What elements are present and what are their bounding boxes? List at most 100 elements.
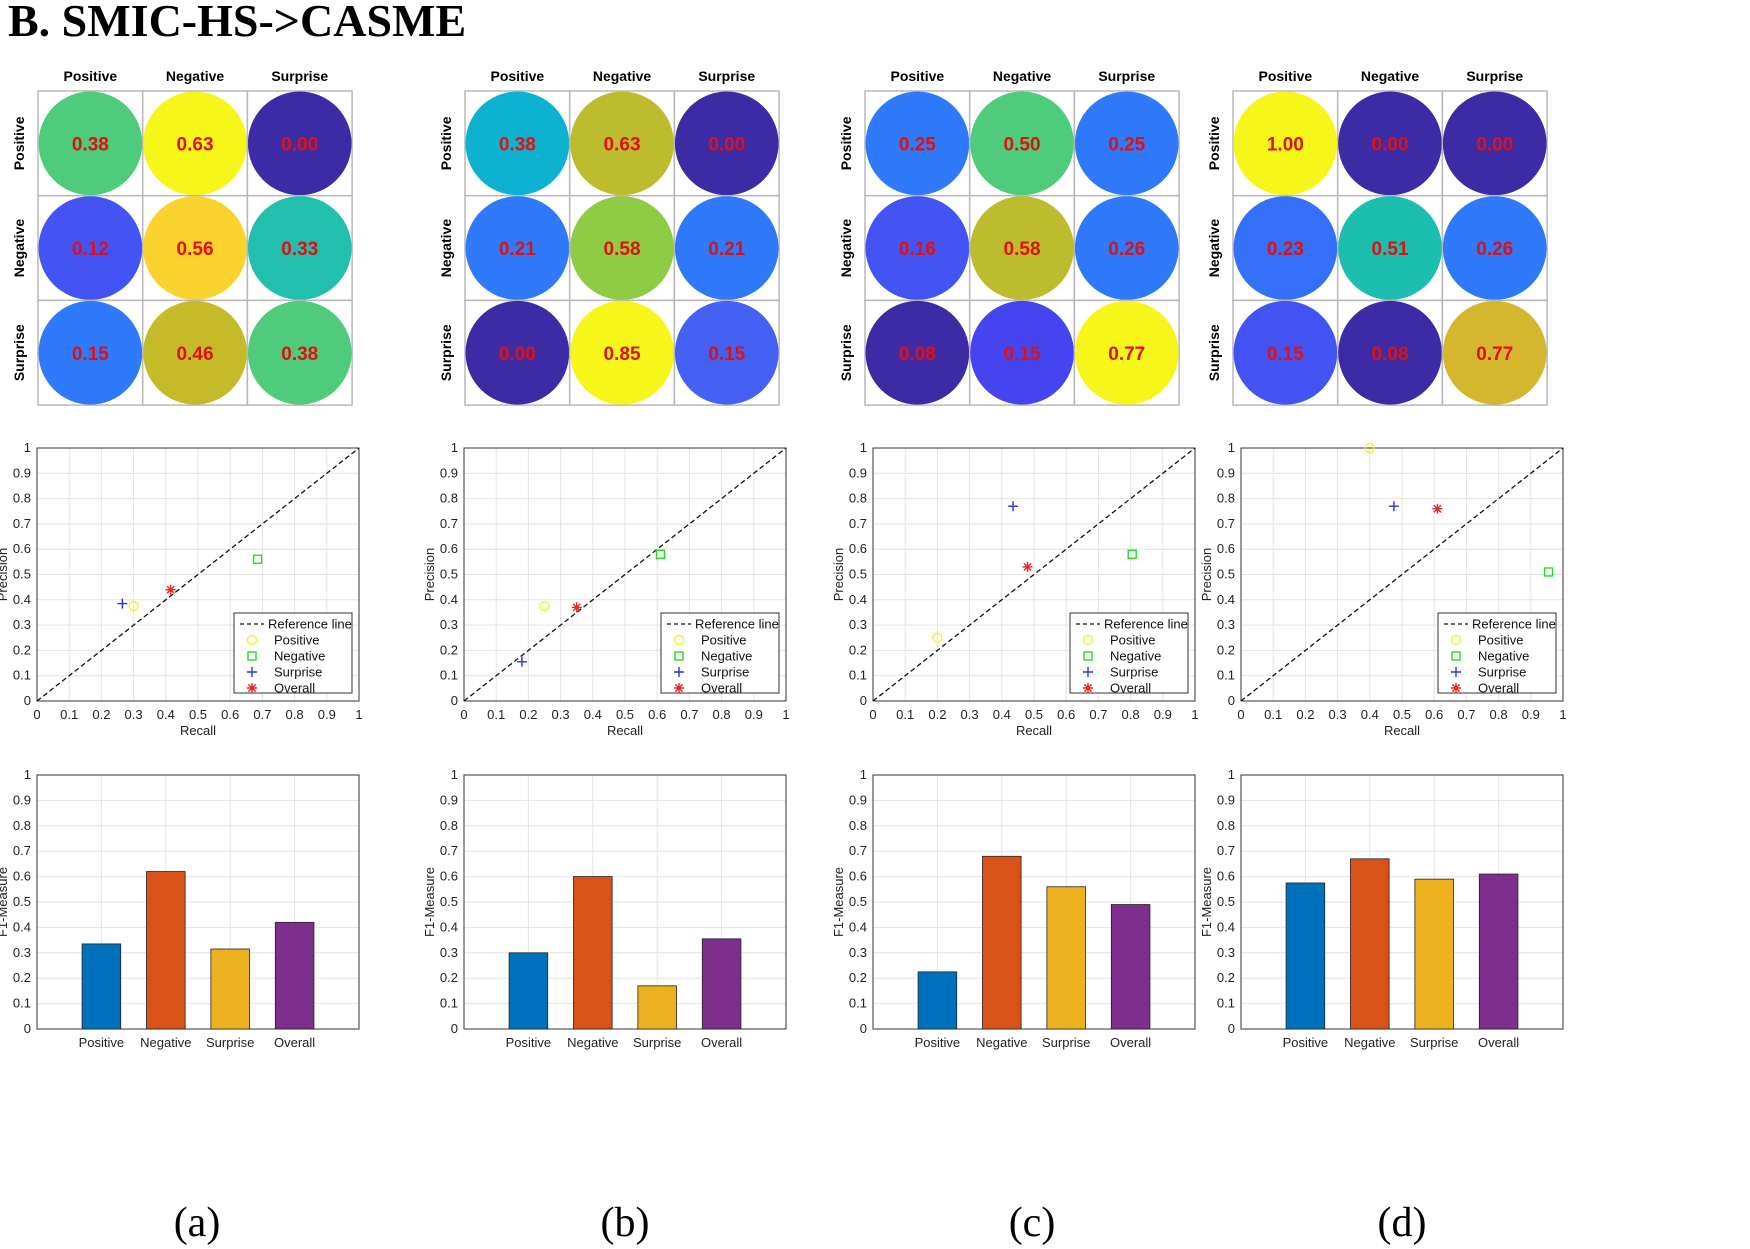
x-tick-label: Positive [79, 1035, 125, 1050]
x-tick-label: 0.4 [993, 707, 1011, 722]
y-tick-label: 0.8 [440, 818, 458, 833]
matrix-cell-circle [570, 300, 674, 405]
legend-label: Negative [1478, 649, 1529, 664]
matrix-cell-circle [1233, 300, 1338, 405]
legend-swatch-positive [1082, 634, 1094, 646]
point-overall [571, 602, 582, 613]
matrix-cell-value: 0.51 [1372, 239, 1409, 260]
point-overall [1432, 503, 1443, 514]
confusion-matrix-3: Positive Negative Surprise Positive Negative… [838, 68, 1180, 406]
y-tick-label: 0.3 [849, 945, 867, 960]
x-tick-label: 1 [1559, 707, 1566, 722]
x-tick-label: Surprise [206, 1035, 254, 1050]
matrix-cell-circle [38, 196, 143, 300]
matrix-cell-circle [1233, 91, 1338, 196]
bar-surprise [1046, 886, 1086, 1030]
y-tick-label: 0 [451, 693, 458, 708]
matrix-cell-value: 0.58 [1004, 239, 1041, 260]
x-tick-label: Overall [1110, 1035, 1151, 1050]
x-tick-label: 0.5 [616, 707, 634, 722]
x-tick-label: Negative [140, 1035, 191, 1050]
x-tick-label: 0.5 [189, 707, 207, 722]
y-tick-label: 0 [24, 693, 31, 708]
legend-swatch-surprise [247, 667, 257, 677]
y-tick-label: 0 [860, 1021, 867, 1036]
y-tick-label: 0.3 [440, 617, 458, 632]
legend-box [1437, 612, 1557, 694]
legend-swatch-negative [1083, 651, 1093, 661]
legend-swatch-negative [674, 651, 684, 661]
matrix-cell-circle [865, 91, 970, 196]
x-tick-label: 0.2 [92, 707, 110, 722]
y-tick-label: 0.9 [440, 792, 458, 807]
matrix-cell-value: 0.08 [899, 344, 936, 365]
matrix-cell-circle [1338, 196, 1442, 300]
x-tick-label: 0.7 [1457, 707, 1475, 722]
plot-frame [36, 447, 360, 702]
matrix-cell-value: 0.33 [281, 239, 318, 260]
legend-label: Overall [701, 681, 742, 696]
bar-surprise [1414, 878, 1454, 1030]
y-axis-label: Precision [422, 548, 437, 601]
matrix-cell-circle [247, 300, 352, 405]
y-tick-label: 0.2 [13, 970, 31, 985]
legend-label: Surprise [1110, 665, 1158, 680]
f1-bar-chart-2: 0 0.1 0.2 0.3 0.4 0.5 0.6 0.7 0.8 0.9 1 Positive Neg… [422, 767, 787, 1050]
x-axis-label: Recall [180, 723, 216, 738]
precision-recall-plot-3: 00 0.1 0.1 0.2 0.2 0.3 0.3 0.4 0.4 0.5 0.5 0.6 0.6 0.… [831, 440, 1199, 738]
precision-recall-plot-1: 00 0.1 0.1 0.2 0.2 0.3 0.3 0.4 0.4 0.5 0.5 0.6 0.6 0.… [0, 440, 363, 738]
x-tick-label: 0.1 [1264, 707, 1282, 722]
y-tick-label: 0 [451, 1021, 458, 1036]
bar-positive [917, 971, 958, 1030]
y-tick-label: 0.5 [1217, 894, 1235, 909]
y-tick-label: 0.3 [13, 945, 31, 960]
x-tick-label: 0.2 [1296, 707, 1314, 722]
x-tick-label: 0.8 [1122, 707, 1140, 722]
x-tick-label: 0.8 [713, 707, 731, 722]
matrix-cell-value: 0.00 [281, 134, 318, 155]
x-tick-label: 0.6 [221, 707, 239, 722]
y-tick-label: 0.1 [13, 996, 31, 1011]
matrix-cell-value: 0.25 [899, 134, 936, 155]
y-tick-label: 0.6 [13, 541, 31, 556]
matrix-cell-value: 0.26 [1108, 239, 1145, 260]
matrix-row-label: Positive [438, 116, 454, 170]
y-tick-label: 0.5 [440, 894, 458, 909]
legend-swatch-overall [1451, 683, 1461, 693]
matrix-cell-value: 0.08 [1372, 344, 1409, 365]
x-tick-label: 0 [33, 707, 40, 722]
matrix-cell-value: 0.56 [177, 239, 214, 260]
plot-frame [463, 774, 787, 1030]
x-tick-label: 0.7 [680, 707, 698, 722]
bar-positive [1285, 882, 1326, 1030]
matrix-cell-circle [1233, 196, 1338, 300]
x-tick-label: Overall [701, 1035, 742, 1050]
y-tick-label: 0.5 [849, 894, 867, 909]
x-tick-label: 1 [1191, 707, 1198, 722]
y-tick-label: 1 [451, 767, 458, 782]
point-negative [252, 554, 263, 565]
y-tick-label: 0.2 [1217, 970, 1235, 985]
matrix-row-label: Negative [1206, 219, 1222, 278]
y-tick-label: 0.6 [1217, 541, 1235, 556]
y-tick-label: 0.2 [849, 642, 867, 657]
matrix-col-label: Surprise [271, 68, 328, 84]
y-tick-label: 1 [860, 767, 867, 782]
y-tick-label: 0.6 [849, 541, 867, 556]
x-tick-label: 0.9 [745, 707, 763, 722]
legend-swatch-positive [673, 634, 685, 646]
point-overall [165, 584, 176, 595]
matrix-cell-value: 0.46 [177, 344, 214, 365]
matrix-col-label: Negative [1361, 68, 1420, 84]
point-positive [539, 600, 550, 612]
bar-overall [1110, 904, 1151, 1030]
y-axis-label: F1-Measure [831, 867, 846, 937]
x-tick-label: 0.6 [648, 707, 666, 722]
legend-swatch-surprise [1451, 667, 1461, 677]
x-tick-label: Overall [1478, 1035, 1519, 1050]
y-tick-label: 0.7 [13, 843, 31, 858]
matrix-cell-circle [674, 300, 779, 405]
y-tick-label: 0.8 [1217, 818, 1235, 833]
point-surprise [1388, 501, 1399, 512]
